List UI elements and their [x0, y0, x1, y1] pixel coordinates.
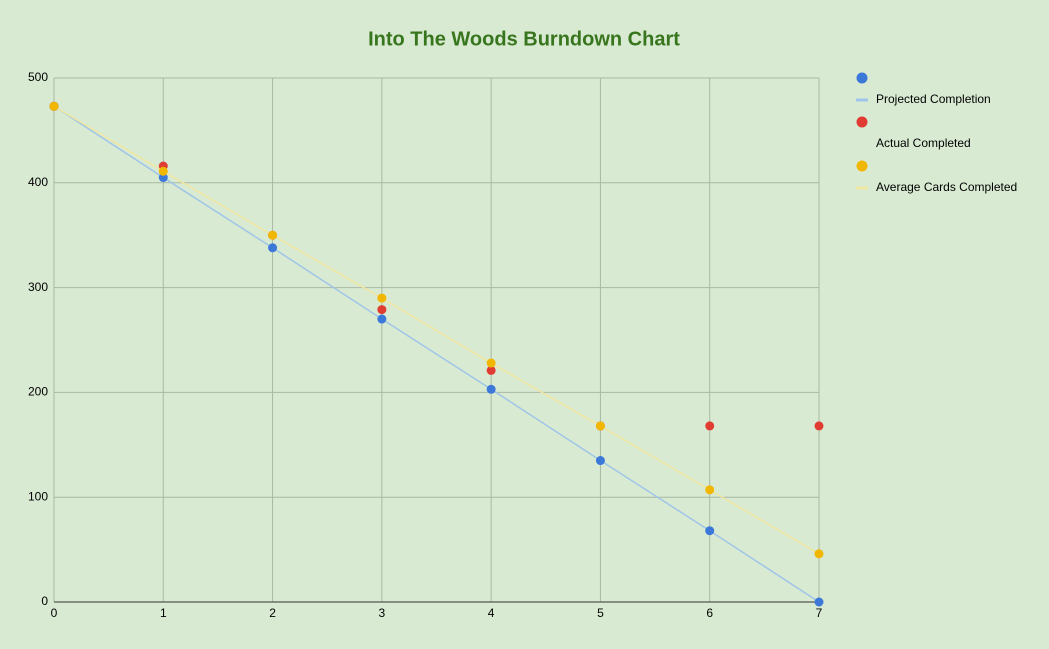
- y-tick-label: 200: [28, 385, 48, 399]
- x-tick-label: 3: [379, 606, 386, 620]
- data-point: [595, 421, 605, 431]
- legend-label: Average Cards Completed: [876, 180, 1017, 194]
- y-tick-label: 400: [28, 175, 48, 189]
- legend-label: Projected Completion: [876, 92, 991, 106]
- data-point: [486, 358, 496, 368]
- data-point: [705, 421, 715, 431]
- x-tick-label: 7: [816, 606, 823, 620]
- y-tick-label: 0: [41, 594, 48, 608]
- legend-marker: [856, 116, 868, 128]
- series-line: [53, 105, 820, 603]
- data-point: [814, 597, 824, 607]
- data-point: [486, 365, 496, 375]
- series-line: [53, 105, 820, 555]
- data-point: [377, 305, 387, 315]
- y-tick-label: 500: [28, 70, 48, 84]
- data-point: [268, 230, 278, 240]
- data-point: [158, 173, 168, 183]
- data-point: [595, 456, 605, 466]
- x-tick-label: 2: [269, 606, 276, 620]
- legend-label: Actual Completed: [876, 136, 971, 150]
- data-point: [705, 526, 715, 536]
- chart-title: Into The Woods Burndown Chart: [368, 28, 680, 50]
- x-tick-label: 1: [160, 606, 167, 620]
- x-tick-label: 6: [706, 606, 713, 620]
- data-point: [49, 101, 59, 111]
- data-point: [486, 384, 496, 394]
- y-tick-label: 300: [28, 280, 48, 294]
- legend-marker: [856, 72, 868, 84]
- legend-marker: [856, 160, 868, 172]
- data-point: [377, 314, 387, 324]
- y-tick-label: 100: [28, 489, 48, 503]
- data-point: [158, 166, 168, 176]
- data-point: [377, 293, 387, 303]
- x-tick-label: 0: [51, 606, 58, 620]
- data-point: [705, 485, 715, 495]
- x-tick-label: 4: [488, 606, 495, 620]
- x-tick-label: 5: [597, 606, 604, 620]
- data-point: [814, 549, 824, 559]
- data-point: [268, 243, 278, 253]
- data-point: [814, 421, 824, 431]
